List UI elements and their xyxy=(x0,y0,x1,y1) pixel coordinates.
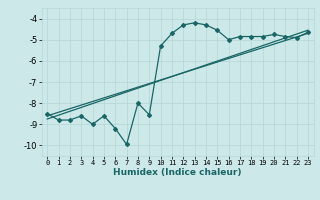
X-axis label: Humidex (Indice chaleur): Humidex (Indice chaleur) xyxy=(113,168,242,177)
